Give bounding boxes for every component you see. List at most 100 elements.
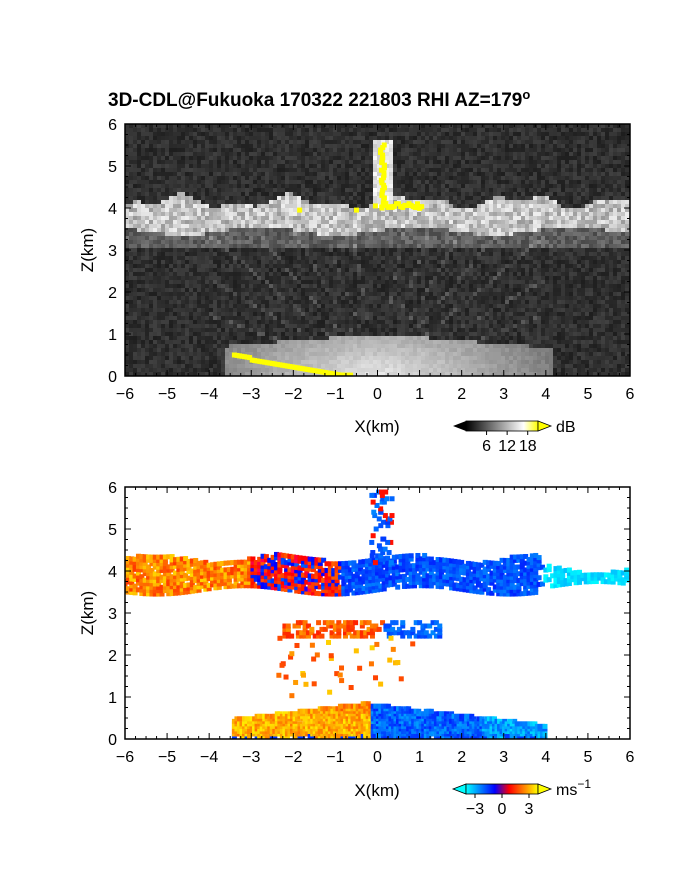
- reflectivity-cell: [193, 144, 197, 148]
- reflectivity-cell: [505, 184, 509, 188]
- reflectivity-cell: [125, 180, 129, 184]
- reflectivity-cell: [501, 272, 505, 276]
- reflectivity-cell: [609, 136, 613, 140]
- reflectivity-cell: [309, 216, 313, 220]
- reflectivity-cell: [541, 240, 545, 244]
- reflectivity-cell: [453, 208, 457, 212]
- reflectivity-cell: [625, 244, 629, 248]
- reflectivity-cell: [405, 212, 409, 216]
- reflectivity-cell: [593, 236, 597, 240]
- reflectivity-cell: [145, 204, 149, 208]
- reflectivity-cell: [181, 140, 185, 144]
- reflectivity-cell: [369, 204, 373, 208]
- reflectivity-cell: [513, 252, 517, 256]
- reflectivity-cell: [561, 128, 565, 132]
- reflectivity-cell: [601, 264, 605, 268]
- reflectivity-cell: [545, 196, 549, 200]
- reflectivity-cell: [345, 248, 349, 252]
- reflectivity-cell: [249, 212, 253, 216]
- reflectivity-cell: [285, 244, 289, 248]
- reflectivity-cell: [201, 140, 205, 144]
- reflectivity-cell: [185, 144, 189, 148]
- reflectivity-cell: [545, 188, 549, 192]
- reflectivity-cell: [393, 224, 397, 228]
- reflectivity-cell: [181, 144, 185, 148]
- reflectivity-cell: [529, 256, 533, 260]
- reflectivity-cell: [501, 192, 505, 196]
- reflectivity-cell: [361, 240, 365, 244]
- reflectivity-cell: [569, 192, 573, 196]
- reflectivity-cell: [321, 160, 325, 164]
- reflectivity-cell: [273, 268, 277, 272]
- reflectivity-cell: [193, 136, 197, 140]
- reflectivity-cell: [449, 188, 453, 192]
- reflectivity-cell: [597, 124, 601, 128]
- reflectivity-cell: [289, 184, 293, 188]
- reflectivity-cell: [477, 172, 481, 176]
- reflectivity-cell: [493, 276, 497, 280]
- reflectivity-cell: [205, 160, 209, 164]
- reflectivity-cell: [369, 124, 373, 128]
- reflectivity-cell: [341, 132, 345, 136]
- reflectivity-cell: [517, 152, 521, 156]
- reflectivity-cell: [501, 232, 505, 236]
- reflectivity-cell: [309, 200, 313, 204]
- reflectivity-cell: [365, 164, 369, 168]
- reflectivity-cell: [389, 136, 393, 140]
- reflectivity-cell: [229, 168, 233, 172]
- reflectivity-cell: [181, 160, 185, 164]
- reflectivity-cell: [561, 208, 565, 212]
- reflectivity-cell: [321, 152, 325, 156]
- reflectivity-cell: [425, 276, 429, 280]
- reflectivity-cell: [593, 224, 597, 228]
- reflectivity-cell: [313, 124, 317, 128]
- reflectivity-cell: [193, 232, 197, 236]
- reflectivity-cell: [509, 228, 513, 232]
- reflectivity-cell: [245, 140, 249, 144]
- reflectivity-cell: [509, 192, 513, 196]
- reflectivity-cell: [309, 244, 313, 248]
- reflectivity-cell: [333, 184, 337, 188]
- reflectivity-cell: [469, 188, 473, 192]
- reflectivity-cell: [621, 124, 625, 128]
- reflectivity-cell: [517, 276, 521, 280]
- reflectivity-cell: [365, 276, 369, 280]
- reflectivity-cell: [285, 220, 289, 224]
- reflectivity-cell: [413, 188, 417, 192]
- reflectivity-cell: [561, 212, 565, 216]
- reflectivity-cell: [317, 212, 321, 216]
- reflectivity-cell: [361, 204, 365, 208]
- reflectivity-cell: [205, 132, 209, 136]
- reflectivity-cell: [481, 156, 485, 160]
- reflectivity-cell: [325, 232, 329, 236]
- reflectivity-cell: [489, 248, 493, 252]
- reflectivity-cell: [505, 192, 509, 196]
- reflectivity-cell: [133, 168, 137, 172]
- reflectivity-cell: [589, 276, 593, 280]
- reflectivity-cell: [125, 128, 129, 132]
- reflectivity-cell: [365, 180, 369, 184]
- reflectivity-cell: [585, 240, 589, 244]
- reflectivity-cell: [233, 252, 237, 256]
- reflectivity-cell: [617, 160, 621, 164]
- reflectivity-cell: [145, 152, 149, 156]
- reflectivity-cell: [333, 148, 337, 152]
- reflectivity-cell: [213, 188, 217, 192]
- reflectivity-cell: [445, 236, 449, 240]
- reflectivity-cell: [185, 152, 189, 156]
- reflectivity-cell: [273, 232, 277, 236]
- reflectivity-cell: [313, 196, 317, 200]
- reflectivity-cell: [397, 152, 401, 156]
- reflectivity-cell: [521, 164, 525, 168]
- reflectivity-cell: [589, 124, 593, 128]
- reflectivity-cell: [461, 252, 465, 256]
- reflectivity-cell: [213, 228, 217, 232]
- reflectivity-cell: [541, 244, 545, 248]
- reflectivity-cell: [465, 156, 469, 160]
- reflectivity-cell: [573, 236, 577, 240]
- reflectivity-cell: [217, 232, 221, 236]
- reflectivity-cell: [365, 148, 369, 152]
- reflectivity-cell: [309, 168, 313, 172]
- reflectivity-cell: [269, 276, 273, 280]
- reflectivity-cell: [409, 148, 413, 152]
